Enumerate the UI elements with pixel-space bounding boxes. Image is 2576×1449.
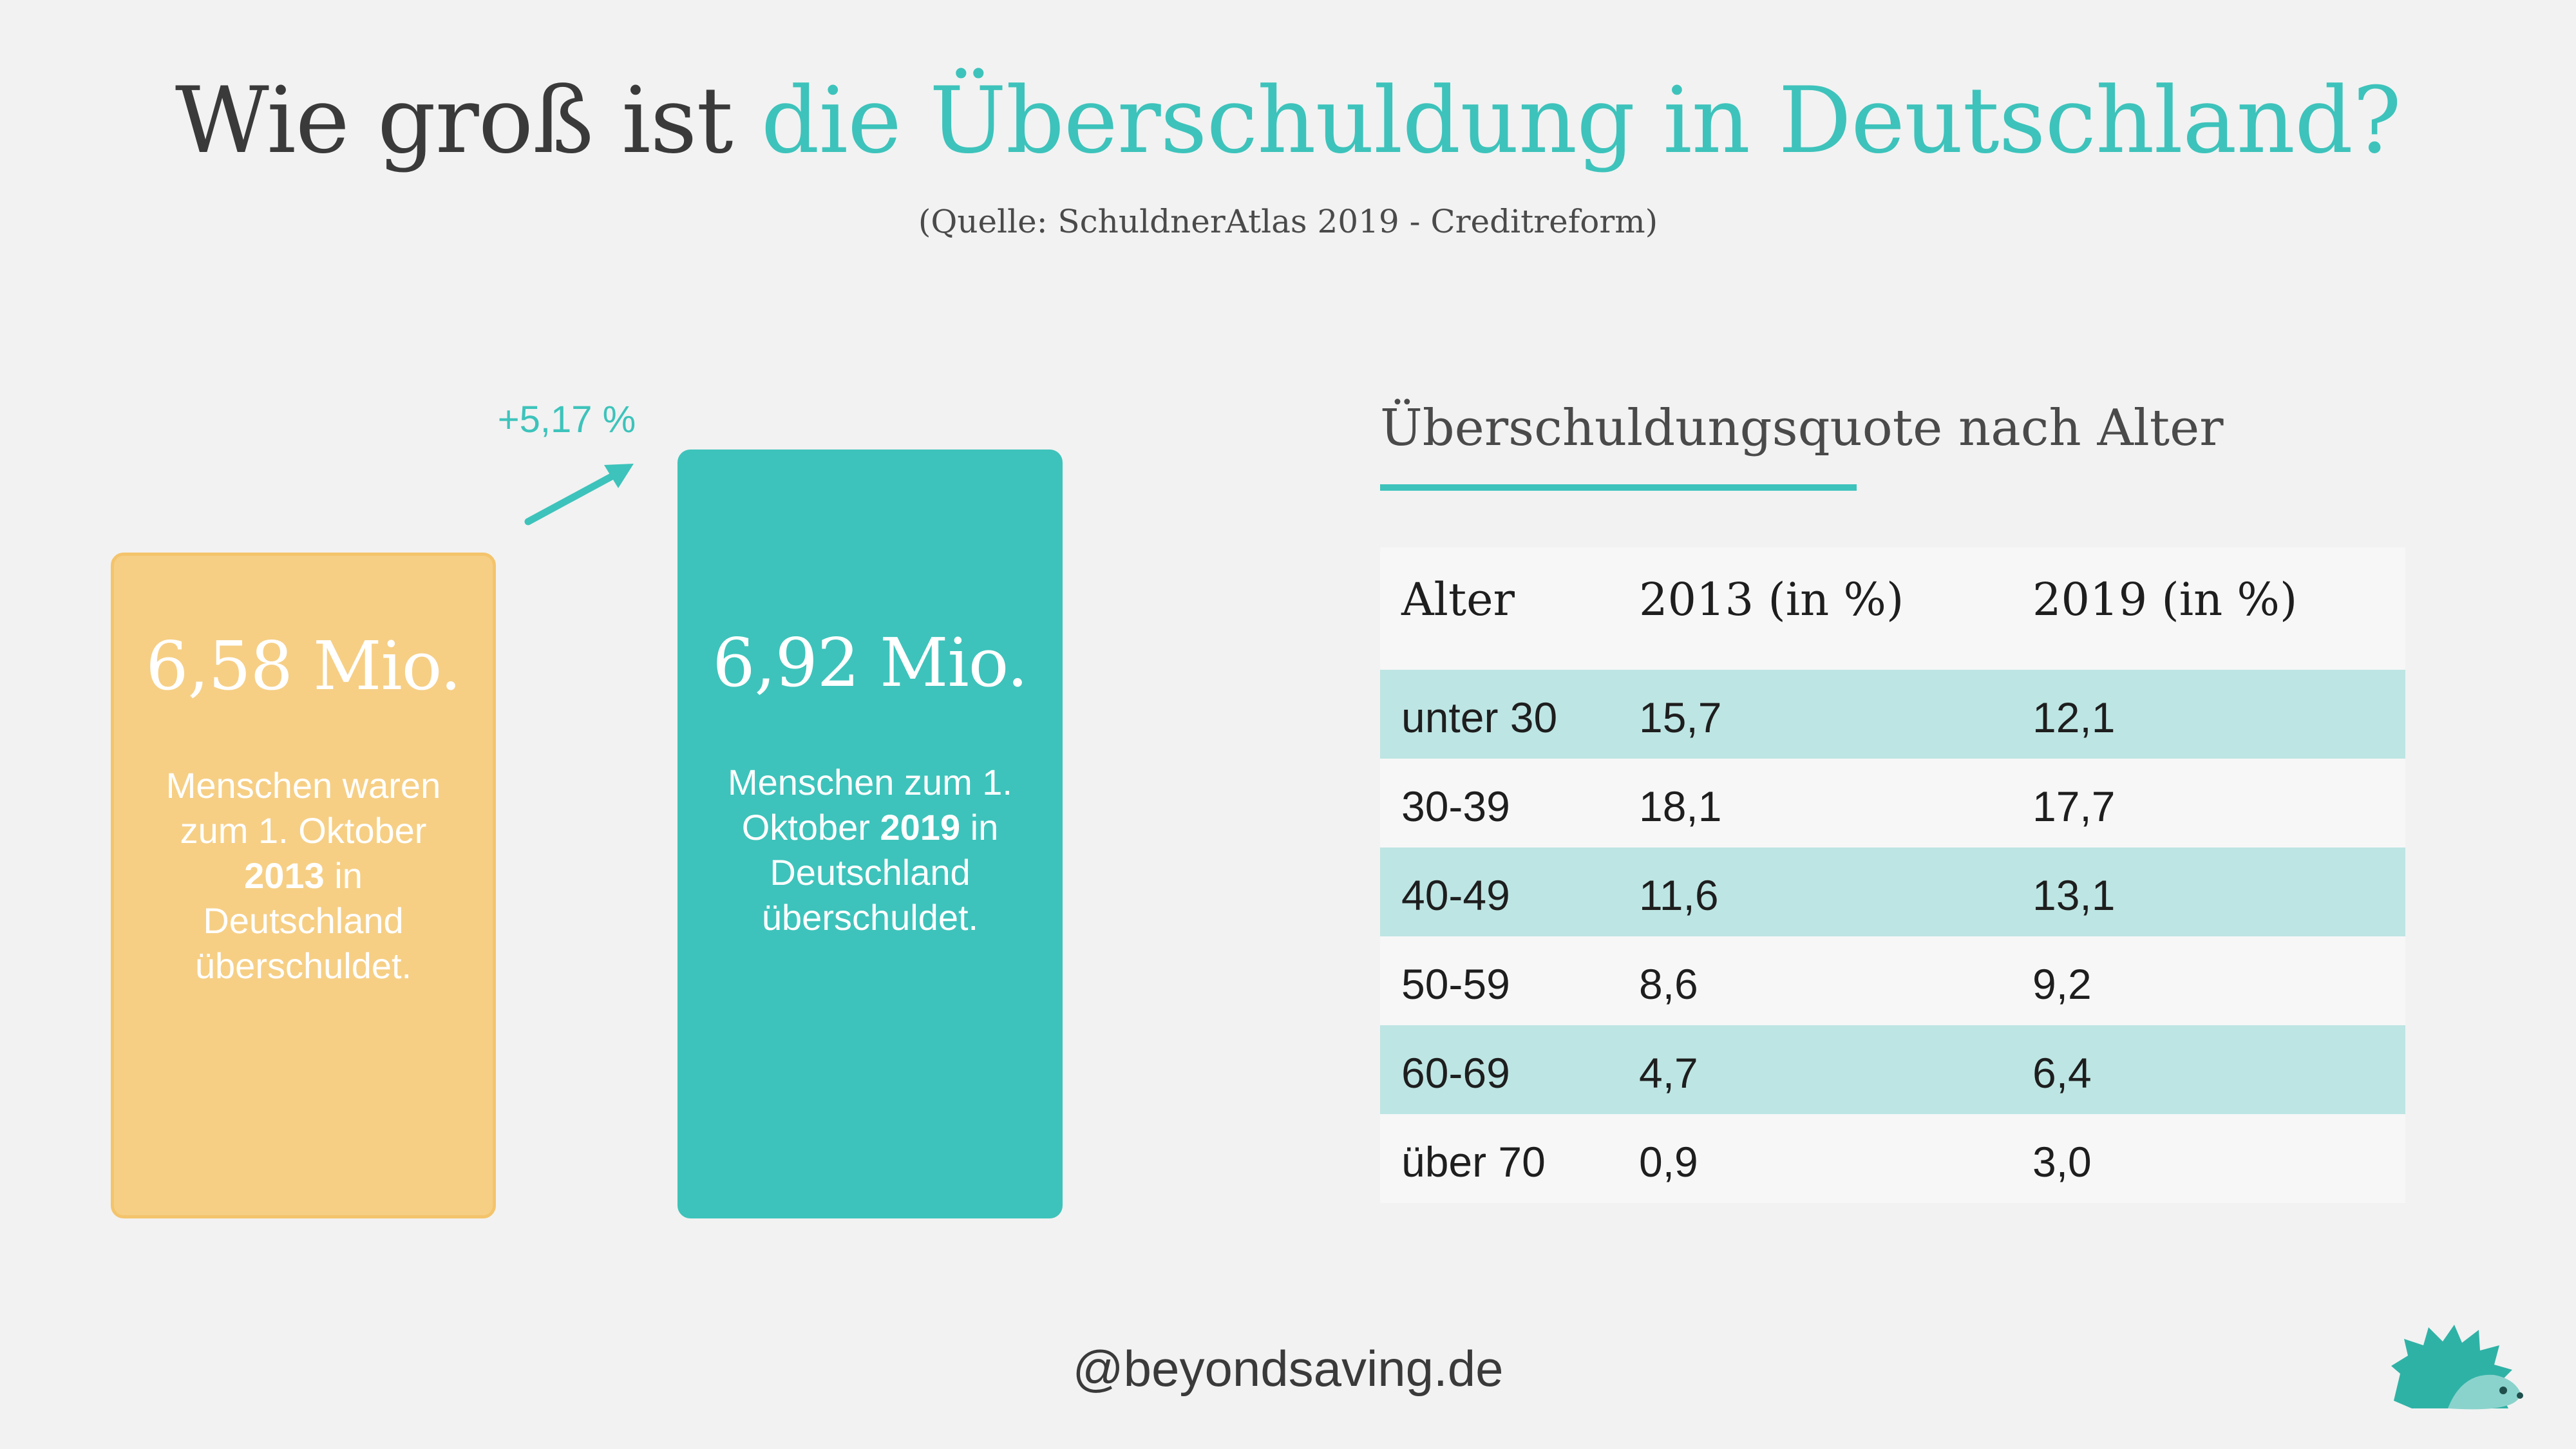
header-cell: Alter: [1401, 573, 1515, 626]
table-row: 40-49 11,6 13,1: [1380, 848, 2405, 936]
table-cell: 11,6: [1639, 871, 1719, 919]
table-cell: über 70: [1401, 1138, 1546, 1186]
table-row: 50-59 8,6 9,2: [1380, 936, 2405, 1025]
title-part-2: die Überschuldung in Deutschland?: [761, 68, 2401, 174]
desc-2013-b: in Deutschland überschuldet.: [194, 855, 412, 986]
table-cell: 0,9: [1639, 1138, 1698, 1186]
desc-2019-a: Menschen zum 1. Oktober: [728, 762, 1012, 848]
table-row: über 70 0,9 3,0: [1380, 1114, 2405, 1203]
table-cell: 4,7: [1639, 1049, 1698, 1097]
footer-handle: @beyondsaving.de: [1072, 1340, 1504, 1397]
header-cell: 2019 (in %): [2032, 573, 2298, 626]
table-row: 30-39 18,1 17,7: [1380, 759, 2405, 848]
table-cell: unter 30: [1401, 694, 1558, 741]
value-2013: 6,58 Mio.: [146, 627, 461, 705]
table-title: Überschuldungsquote nach Alter: [1380, 399, 2224, 457]
desc-2013-year: 2013: [244, 855, 325, 896]
table-cell: 12,1: [2032, 694, 2116, 741]
table-cell: 17,7: [2032, 782, 2116, 830]
card-2019: 6,92 Mio. Menschen zum 1. Oktober 2019 i…: [677, 450, 1063, 1218]
desc-2019-year: 2019: [880, 807, 961, 848]
table-cell: 30-39: [1401, 782, 1510, 830]
desc-2019-b: in Deutschland überschuldet.: [761, 807, 999, 938]
table-cell: 40-49: [1401, 871, 1510, 919]
table-cell: 8,6: [1639, 960, 1698, 1008]
title-part-1: Wie groß ist: [175, 68, 761, 174]
table-cell: 9,2: [2032, 960, 2092, 1008]
table-cell: 6,4: [2032, 1049, 2092, 1097]
table-cell: 15,7: [1639, 694, 1722, 741]
page-title: Wie groß ist die Überschuldung in Deutsc…: [0, 68, 2576, 174]
table-row: 60-69 4,7 6,4: [1380, 1025, 2405, 1114]
table-cell: 60-69: [1401, 1049, 1510, 1097]
card-2013: 6,58 Mio. Menschen waren zum 1. Oktober …: [111, 553, 496, 1218]
desc-2013: Menschen waren zum 1. Oktober 2013 in De…: [153, 763, 454, 989]
table-cell: 13,1: [2032, 871, 2116, 919]
change-label: +5,17 %: [497, 399, 636, 440]
table-cell: 50-59: [1401, 960, 1510, 1008]
header-cell: 2013 (in %): [1639, 573, 1904, 626]
arrow-up-right-icon: [524, 464, 634, 526]
desc-2013-a: Menschen waren zum 1. Oktober: [166, 765, 441, 851]
desc-2019: Menschen zum 1. Oktober 2019 in Deutschl…: [716, 760, 1024, 940]
title-underline: [1380, 484, 1857, 491]
source-note: (Quelle: SchuldnerAtlas 2019 - Creditref…: [918, 203, 1658, 240]
age-table: Alter 2013 (in %) 2019 (in %) unter 30 1…: [1380, 547, 2405, 1203]
table-header: Alter 2013 (in %) 2019 (in %): [1380, 547, 2405, 670]
table-row: unter 30 15,7 12,1: [1380, 670, 2405, 759]
table-cell: 3,0: [2032, 1138, 2092, 1186]
table-cell: 18,1: [1639, 782, 1722, 830]
hedgehog-icon: [2391, 1325, 2523, 1410]
value-2019: 6,92 Mio.: [712, 623, 1028, 702]
